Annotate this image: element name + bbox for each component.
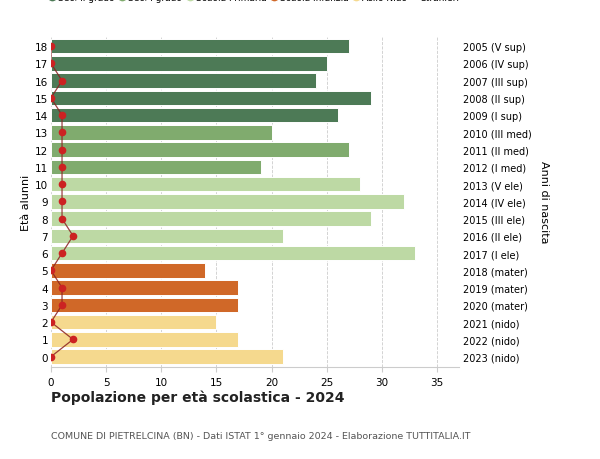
Bar bbox=[51, 212, 371, 226]
Text: COMUNE DI PIETRELCINA (BN) - Dati ISTAT 1° gennaio 2024 - Elaborazione TUTTITALI: COMUNE DI PIETRELCINA (BN) - Dati ISTAT … bbox=[51, 431, 470, 440]
Bar bbox=[51, 40, 349, 54]
Bar bbox=[51, 126, 272, 140]
Bar bbox=[51, 57, 326, 72]
Bar bbox=[51, 332, 238, 347]
Bar bbox=[51, 109, 338, 123]
Bar bbox=[51, 160, 260, 175]
Bar bbox=[51, 143, 349, 157]
Bar bbox=[51, 246, 415, 261]
Y-axis label: Età alunni: Età alunni bbox=[21, 174, 31, 230]
Bar bbox=[51, 74, 316, 89]
Bar bbox=[51, 91, 371, 106]
Bar bbox=[51, 263, 205, 278]
Legend: Sec. II grado, Sec. I grado, Scuola Primaria, Scuola Infanzia, Asilo Nido, Stran: Sec. II grado, Sec. I grado, Scuola Prim… bbox=[47, 0, 463, 6]
Y-axis label: Anni di nascita: Anni di nascita bbox=[539, 161, 548, 243]
Bar bbox=[51, 350, 283, 364]
Text: Popolazione per età scolastica - 2024: Popolazione per età scolastica - 2024 bbox=[51, 390, 344, 405]
Bar bbox=[51, 229, 283, 244]
Bar bbox=[51, 281, 238, 295]
Bar bbox=[51, 195, 404, 209]
Bar bbox=[51, 298, 238, 313]
Bar bbox=[51, 315, 217, 330]
Bar bbox=[51, 178, 360, 192]
